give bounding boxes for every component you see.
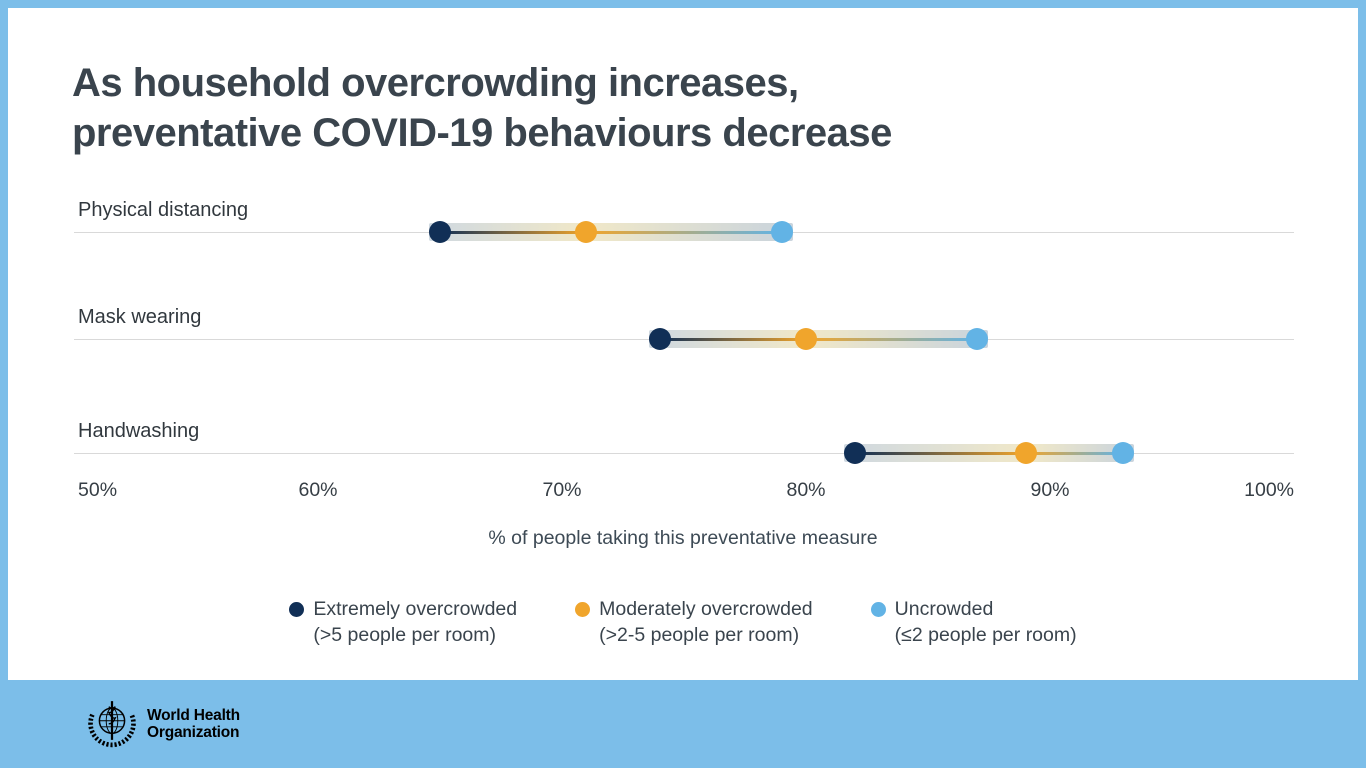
category-label: Physical distancing bbox=[78, 199, 249, 221]
chart-title: As household overcrowding increases, pre… bbox=[72, 61, 892, 155]
legend-label-name: Uncrowded bbox=[894, 598, 994, 620]
legend-label-detail: (>5 people per room) bbox=[313, 624, 497, 646]
legend-label: Uncrowded (≤2 people per room) bbox=[895, 596, 1077, 648]
who-wordmark-line1: World Health bbox=[147, 707, 240, 724]
legend-label: Extremely overcrowded (>5 people per room… bbox=[313, 596, 517, 648]
x-axis-tick-label: 90% bbox=[1030, 479, 1070, 501]
category-label: Mask wearing bbox=[78, 306, 202, 328]
footer-bar: World Health Organization bbox=[0, 680, 1366, 768]
data-point-dot bbox=[843, 442, 866, 464]
x-axis-tick-label: 50% bbox=[78, 479, 118, 501]
x-axis-tick-label: 100% bbox=[1244, 479, 1294, 501]
legend-item: Extremely overcrowded (>5 people per room… bbox=[289, 596, 517, 648]
who-wordmark-line2: Organization bbox=[147, 724, 240, 741]
legend-item: Moderately overcrowded (>2-5 people per r… bbox=[575, 596, 813, 648]
x-axis-ticks: 50% 60% 70% 80% 90% 100% bbox=[74, 479, 1294, 505]
data-point-dot bbox=[1014, 442, 1037, 464]
who-emblem-icon bbox=[88, 701, 136, 748]
data-point-dot bbox=[429, 221, 451, 243]
category-gridline bbox=[74, 453, 1294, 454]
connector-line bbox=[659, 337, 977, 341]
connector-line bbox=[440, 230, 782, 234]
legend-swatch-dot bbox=[289, 602, 305, 617]
legend-label: Moderately overcrowded (>2-5 people per r… bbox=[599, 596, 813, 648]
data-point-dot bbox=[795, 328, 817, 350]
category-label: Handwashing bbox=[78, 420, 200, 442]
legend-label-detail: (≤2 people per room) bbox=[894, 624, 1077, 646]
chart-card: As household overcrowding increases, pre… bbox=[8, 8, 1358, 680]
legend-label-name: Extremely overcrowded bbox=[313, 598, 518, 620]
data-point-dot bbox=[1112, 442, 1135, 464]
legend-label-detail: (>2-5 people per room) bbox=[599, 624, 800, 646]
data-point-dot bbox=[965, 328, 988, 350]
data-point-dot bbox=[648, 328, 671, 350]
x-axis-tick-label: 80% bbox=[786, 479, 826, 501]
legend-swatch-dot bbox=[575, 602, 591, 617]
connector-line bbox=[854, 451, 1124, 455]
data-point-dot bbox=[575, 221, 598, 243]
legend-swatch-dot bbox=[870, 602, 886, 617]
legend: Extremely overcrowded (>5 people per room… bbox=[8, 596, 1358, 648]
legend-item: Uncrowded (≤2 people per room) bbox=[870, 596, 1077, 648]
plot-area: 50% 60% 70% 80% 90% 100% Physical distancing M… bbox=[74, 8, 1294, 680]
legend-label-name: Moderately overcrowded bbox=[599, 598, 813, 620]
x-axis-title: % of people taking this preventative mea… bbox=[488, 527, 878, 549]
who-logo: World Health Organization bbox=[84, 696, 240, 752]
data-point-dot bbox=[770, 221, 793, 243]
x-axis-tick-label: 70% bbox=[542, 479, 582, 501]
who-wordmark: World Health Organization bbox=[147, 707, 240, 741]
x-axis-tick-label: 60% bbox=[298, 479, 338, 501]
